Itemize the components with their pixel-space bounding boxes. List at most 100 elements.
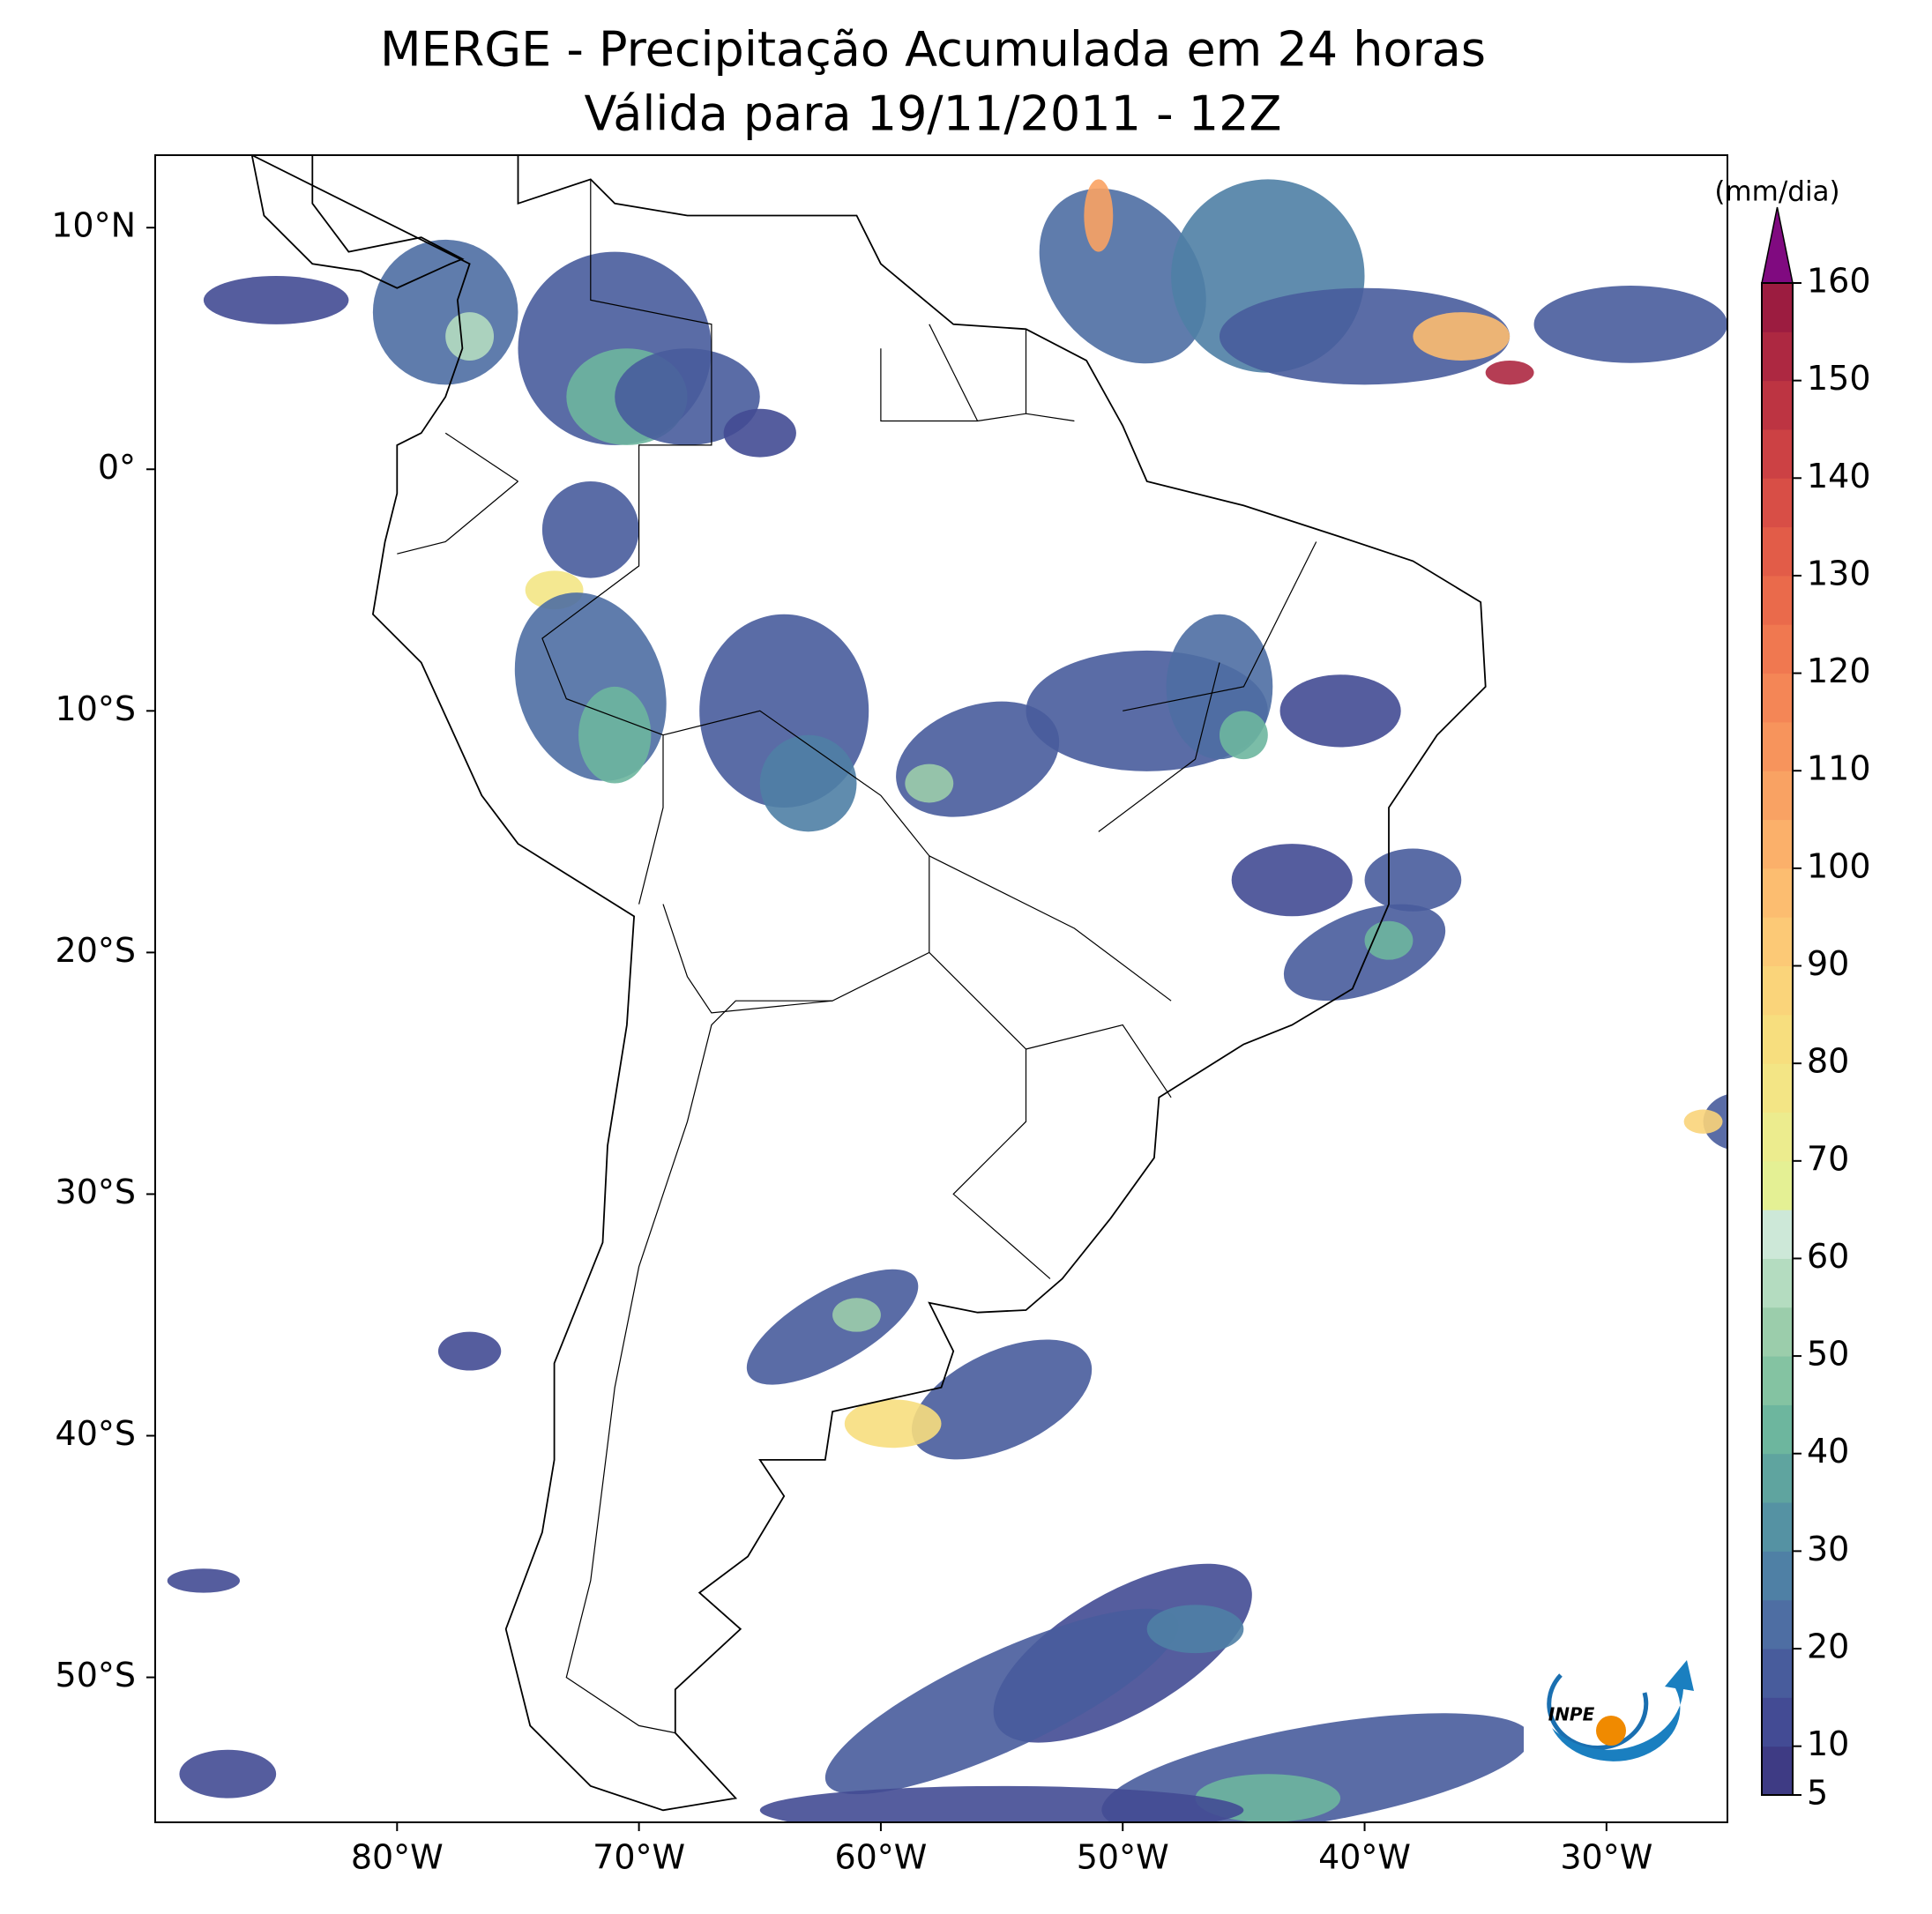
title: MERGE - Precipitação Acumulada em 24 hor… (380, 22, 1486, 78)
precip-area (759, 734, 857, 832)
precip-area (445, 312, 495, 361)
border (397, 480, 518, 555)
precip-area (1279, 674, 1401, 748)
logo: INPE (1524, 1657, 1694, 1816)
colorbar-band (1762, 1307, 1793, 1357)
subtitle: Válida para 19/11/2011 - 12Z (585, 86, 1282, 142)
x-tick-label: 50°W (1077, 1838, 1169, 1877)
border (1098, 662, 1220, 832)
border (929, 855, 1172, 1002)
coastline (250, 155, 1487, 1812)
colorbar-band (1762, 1649, 1793, 1698)
precip-area (1231, 844, 1353, 917)
precip-area (1485, 360, 1534, 385)
colorbar-band (1762, 1014, 1793, 1064)
colorbar-frame (1761, 282, 1794, 1796)
precip-area (615, 348, 760, 445)
precip-area (437, 1331, 502, 1371)
y-tick-label: 40°S (56, 1414, 136, 1453)
colorbar-band (1762, 965, 1793, 1016)
colorbar-tick-label: 120 (1807, 652, 1871, 690)
precip-area (844, 1399, 942, 1449)
logo-text: INPE (1548, 1704, 1595, 1725)
colorbar-band (1762, 331, 1793, 382)
border (929, 324, 979, 421)
colorbar-band (1762, 1551, 1793, 1601)
map-area (167, 155, 1727, 1822)
colorbar-band (1762, 478, 1793, 528)
precip-area (746, 1269, 919, 1385)
precip-area (824, 1608, 1179, 1795)
colorbar-band (1762, 1502, 1793, 1552)
colorbar-tick-label: 150 (1807, 359, 1871, 398)
precip-area (759, 1785, 1244, 1822)
colorbar-band (1762, 1599, 1793, 1650)
precip-area (1683, 1109, 1723, 1134)
colorbar-tick-label: 90 (1807, 944, 1849, 983)
colorbar-tick-label: 30 (1807, 1530, 1849, 1568)
colorbar-band (1762, 428, 1793, 479)
precip-area (179, 1749, 277, 1799)
colorbar-tick-label: 110 (1807, 749, 1871, 788)
precip-area (1364, 920, 1414, 960)
colorbar-tick-label: 100 (1807, 846, 1871, 885)
colorbar-band (1762, 1112, 1793, 1162)
border (444, 432, 518, 482)
y-tick-label: 10°N (51, 206, 136, 245)
x-tick-label: 30°W (1560, 1838, 1652, 1877)
colorbar-tick-label: 60 (1807, 1237, 1849, 1276)
logo-arrow (1552, 1660, 1694, 1761)
colorbar-label: (mm/dia) (1714, 176, 1839, 208)
precip-area (541, 480, 639, 578)
colorbar-band (1762, 917, 1793, 967)
colorbar-band (1762, 526, 1793, 577)
y-tick-label: 0° (98, 448, 136, 487)
x-tick-label: 70°W (593, 1838, 685, 1877)
colorbar-band (1762, 1746, 1793, 1796)
colorbar-band (1762, 1404, 1793, 1455)
precip-area (167, 1568, 241, 1593)
x-tick-label: 80°W (351, 1838, 444, 1877)
y-tick-label: 10°S (56, 689, 136, 728)
colorbar-tick-label: 40 (1807, 1432, 1849, 1471)
colorbar-band (1762, 771, 1793, 821)
precip-area (905, 763, 954, 803)
y-tick-label: 30°S (56, 1173, 136, 1211)
y-tick-label: 50°S (56, 1656, 136, 1694)
colorbar-band (1762, 1258, 1793, 1308)
colorbar-band (1762, 1160, 1793, 1210)
precip-area (832, 1298, 881, 1332)
y-tick-label: 20°S (56, 931, 136, 970)
colorbar-tick-label: 20 (1807, 1627, 1849, 1666)
colorbar-band (1762, 868, 1793, 918)
precip-area (1219, 711, 1268, 760)
colorbar-band (1762, 721, 1793, 771)
x-tick-label: 60°W (834, 1838, 927, 1877)
precip-area (1084, 179, 1114, 252)
precip-area (723, 408, 796, 458)
map-frame (154, 154, 1728, 1823)
colorbar-band (1762, 1356, 1793, 1405)
x-tick-label: 40°W (1318, 1838, 1411, 1877)
colorbar-band (1762, 819, 1793, 869)
precip-area (372, 239, 518, 385)
colorbar-tick-label: 160 (1807, 262, 1871, 301)
colorbar-tick-label: 130 (1807, 554, 1871, 592)
precip-area (1413, 312, 1511, 361)
precip-area (1533, 286, 1727, 363)
colorbar-band (1762, 673, 1793, 723)
colorbar-band (1762, 380, 1793, 430)
border (541, 179, 712, 905)
colorbar-band (1762, 1063, 1793, 1113)
border (1026, 1024, 1172, 1099)
border (880, 348, 1075, 422)
colorbar-tick-label: 80 (1807, 1042, 1849, 1081)
colorbar-band (1762, 575, 1793, 625)
precip-area (1039, 188, 1206, 364)
border (565, 1000, 833, 1734)
colorbar-tick-label: 140 (1807, 457, 1871, 495)
colorbar-tick-label: 70 (1807, 1139, 1849, 1178)
colorbar-extend (1761, 206, 1794, 284)
colorbar-band (1762, 283, 1793, 332)
